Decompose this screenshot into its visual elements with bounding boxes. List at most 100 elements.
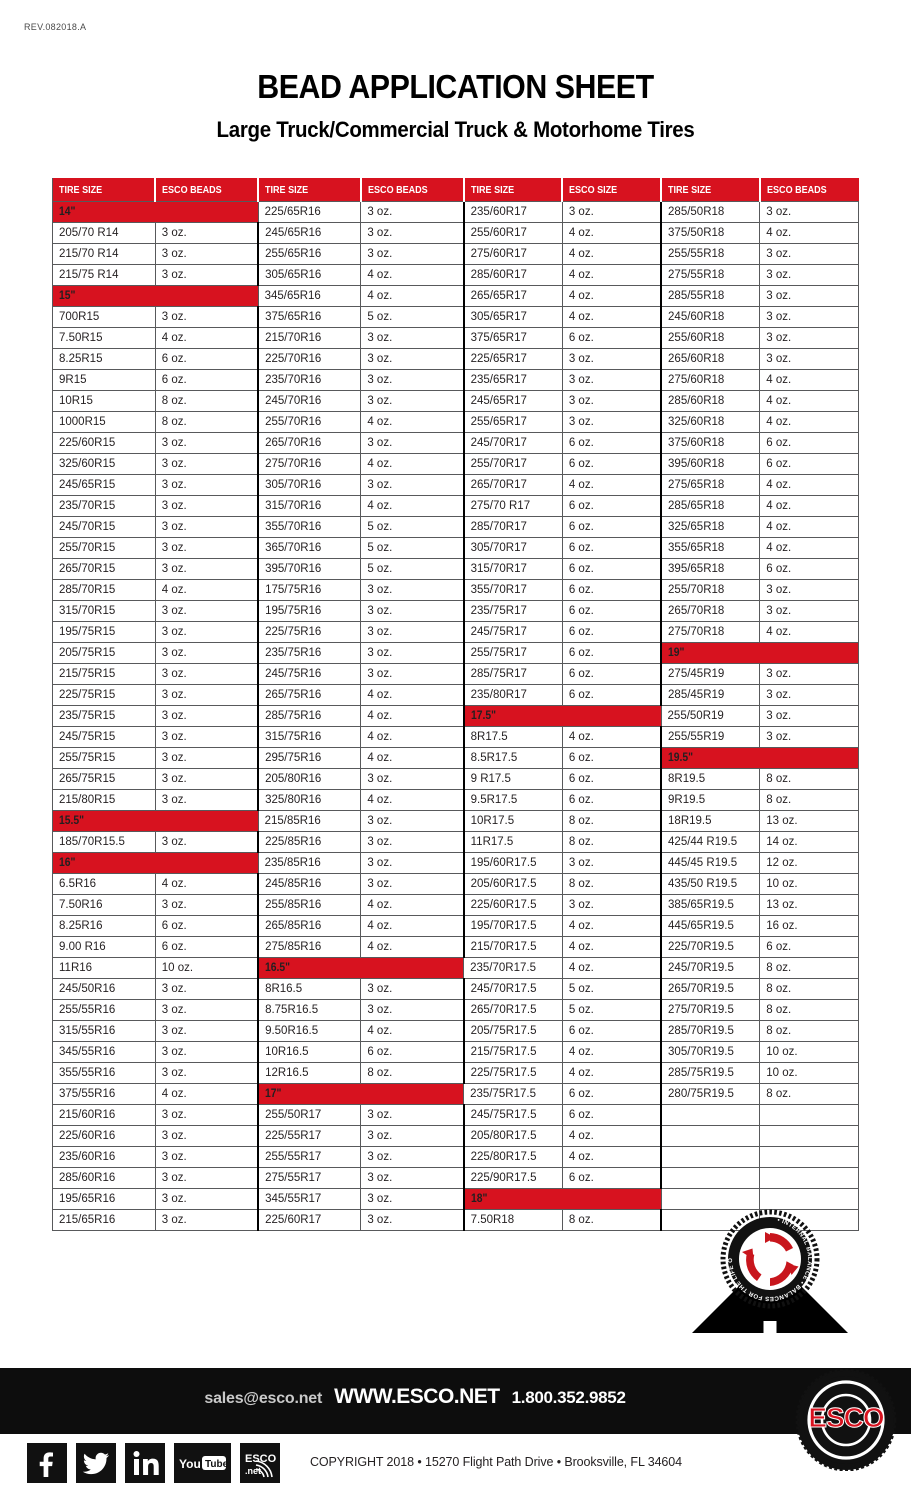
esco-bead-cell: 3 oz.	[155, 768, 260, 790]
tire-size-cell: 11R16	[52, 957, 156, 979]
esco-bead-cell: 4 oz.	[759, 222, 859, 244]
esco-bead-cell: 3 oz.	[155, 642, 260, 664]
tire-size-cell: 10R15	[52, 390, 156, 412]
title-block: BEAD APPLICATION SHEET Large Truck/Comme…	[0, 69, 911, 143]
tire-size-cell: 255/55R18	[661, 243, 761, 265]
youtube-icon[interactable]: You Tube	[174, 1443, 231, 1483]
tire-size-cell: 245/70R19.5	[661, 957, 761, 979]
table-row: 205/75R15 3 oz. 235/75R16 3 oz. 255/75R17 6 o…	[52, 642, 860, 664]
tire-size-cell: 275/70R16	[258, 453, 362, 475]
empty-cell	[759, 1125, 859, 1147]
facebook-icon[interactable]	[27, 1443, 67, 1483]
tire-size-cell: 255/55R19	[661, 726, 761, 748]
table-row: 245/65R15 3 oz. 305/70R16 3 oz. 265/70R17 4 o…	[52, 474, 859, 496]
linkedin-icon[interactable]	[125, 1443, 165, 1483]
esco-bead-cell: 3 oz.	[155, 600, 260, 622]
empty-cell	[759, 1188, 859, 1210]
esco-bead-cell: 3 oz.	[155, 1146, 260, 1168]
esco-bead-cell: 3 oz.	[155, 621, 260, 643]
tire-size-cell: 255/65R16	[258, 243, 362, 265]
table-row: 10R15 8 oz. 245/70R16 3 oz. 245/65R17 3 oz. 28…	[52, 390, 859, 412]
esco-bead-cell: 8 oz.	[360, 1062, 465, 1084]
website-link[interactable]: WWW.ESCO.NET	[334, 1385, 500, 1408]
tire-size-cell: 255/70R17	[463, 453, 563, 475]
esco-bead-cell: 6 oz.	[562, 579, 663, 601]
esco-bead-cell: 6 oz.	[562, 453, 663, 475]
esco-bead-cell: 3 oz.	[155, 726, 260, 748]
tire-size-cell: 275/70R19.5	[661, 999, 761, 1021]
esco-bead-cell: 4 oz.	[562, 1062, 663, 1084]
esco-bead-cell: 3 oz.	[759, 306, 859, 328]
esco-bead-cell: 8 oz.	[759, 1020, 859, 1042]
tire-size-cell: 245/75R15	[52, 726, 156, 748]
esco-bead-cell: 6 oz.	[562, 1020, 663, 1042]
table-row: 255/55R16 3 oz. 8.75R16.5 3 oz. 265/70R17.5 5…	[52, 999, 859, 1021]
group-header-cell: 14"	[52, 201, 259, 223]
tire-size-cell: 225/85R16	[258, 831, 362, 853]
table-row: 255/70R15 3 oz. 365/70R16 5 oz. 305/70R17 6 o…	[52, 537, 859, 559]
table-row: 215/65R16 3 oz. 225/60R17 3 oz. 7.50R18 8 oz.	[52, 1209, 859, 1231]
esco-bead-cell: 13 oz.	[759, 810, 859, 832]
esco-bead-cell: 4 oz.	[360, 411, 465, 433]
tire-size-cell: 235/70R16	[258, 369, 362, 391]
esco-bead-cell: 6 oz.	[562, 663, 663, 685]
esco-bead-cell: 6 oz.	[562, 768, 663, 790]
table-row: 7.50R15 4 oz. 215/70R16 3 oz. 375/65R17 6 oz.…	[52, 327, 859, 349]
tire-size-cell: 255/55R16	[52, 999, 156, 1021]
esco-bead-cell: 3 oz.	[155, 1104, 260, 1126]
table-row: 9R15 6 oz. 235/70R16 3 oz. 235/65R17 3 oz. 275…	[52, 369, 859, 391]
phone-number[interactable]: 1.800.352.9852	[511, 1388, 626, 1407]
esco-tire-logo-icon	[795, 1368, 897, 1472]
tire-size-cell: 325/60R15	[52, 453, 156, 475]
tire-size-cell: 195/75R15	[52, 621, 156, 643]
tire-size-cell: 265/70R15	[52, 558, 156, 580]
table-header-row: TIRE SIZE ESCO BEADS TIRE SIZE ESCO BEADS TI…	[52, 178, 859, 202]
esco-bead-cell: 3 oz.	[759, 201, 859, 223]
tire-size-cell: 375/60R18	[661, 432, 761, 454]
column-header-8: ESCO BEADS	[759, 178, 859, 202]
esco-bead-cell: 3 oz.	[360, 369, 465, 391]
esco-bead-cell: 4 oz.	[562, 222, 663, 244]
tire-size-cell: 215/65R16	[52, 1209, 156, 1231]
esco-bead-cell: 8 oz.	[562, 873, 663, 895]
svg-text:.net: .net	[245, 1466, 261, 1476]
twitter-icon[interactable]	[76, 1443, 116, 1483]
copyright-text: COPYRIGHT 2018 • 15270 Flight Path Drive…	[310, 1455, 682, 1469]
esco-bead-cell: 4 oz.	[759, 390, 859, 412]
tire-size-cell: 245/65R16	[258, 222, 362, 244]
esco-bead-cell: 3 oz.	[360, 810, 465, 832]
column-header-1: TIRE SIZE	[52, 178, 157, 202]
esco-bead-cell: 8 oz.	[759, 768, 859, 790]
tire-size-cell: 8R17.5	[463, 726, 563, 748]
tire-size-cell: 315/70R17	[463, 558, 563, 580]
tire-size-cell: 285/50R18	[661, 201, 761, 223]
esco-bead-cell: 3 oz.	[360, 1104, 465, 1126]
esco-bead-cell: 6 oz.	[562, 495, 663, 517]
tire-size-cell: 205/75R17.5	[463, 1020, 563, 1042]
tire-size-cell: 275/70 R17	[463, 495, 563, 517]
tire-size-cell: 235/85R16	[258, 852, 362, 874]
tire-size-cell: 280/75R19.5	[661, 1083, 761, 1105]
tire-size-cell: 235/70R17.5	[463, 957, 563, 979]
esco-bead-cell: 3 oz.	[155, 453, 260, 475]
esco-bead-cell: 3 oz.	[759, 705, 859, 727]
empty-cell	[661, 1167, 761, 1189]
esco-bead-cell: 3 oz.	[155, 663, 260, 685]
tire-size-cell: 235/60R17	[463, 201, 563, 223]
esco-net-icon[interactable]: ESCO .net	[240, 1443, 280, 1483]
esco-bead-cell: 4 oz.	[562, 243, 663, 265]
tire-size-cell: 8R16.5	[258, 978, 362, 1000]
esco-bead-cell: 4 oz.	[759, 621, 859, 643]
group-header-cell: 16.5"	[258, 957, 465, 979]
tire-size-cell: 9.5R17.5	[463, 789, 563, 811]
tire-size-cell: 345/55R17	[258, 1188, 362, 1210]
tire-size-cell: 9R19.5	[661, 789, 761, 811]
table-row: 315/55R16 3 oz. 9.50R16.5 4 oz. 205/75R17.5 6…	[52, 1020, 859, 1042]
esco-bead-cell: 3 oz.	[360, 1167, 465, 1189]
email-link[interactable]: sales@esco.net	[204, 1390, 323, 1407]
tire-size-cell: 205/75R15	[52, 642, 156, 664]
tire-size-cell: 12R16.5	[258, 1062, 362, 1084]
esco-bead-cell: 8 oz.	[562, 831, 663, 853]
empty-cell	[759, 1167, 859, 1189]
esco-wordmark: ESCO	[808, 1402, 885, 1434]
